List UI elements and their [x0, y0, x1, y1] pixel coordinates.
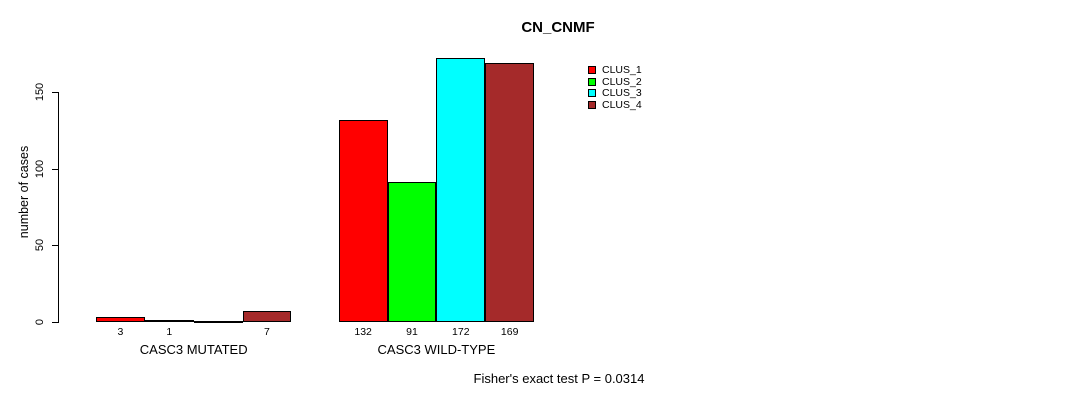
legend-label: CLUS_2: [602, 75, 642, 88]
legend-swatch-icon: [588, 89, 596, 98]
legend-item-clus_3: CLUS_3: [588, 87, 642, 99]
legend: CLUS_1 CLUS_2 CLUS_3 CLUS_4: [588, 64, 642, 111]
y-tick-label: 50: [34, 239, 46, 252]
legend-swatch-icon: [588, 65, 596, 74]
bar-value-label: 7: [264, 326, 270, 338]
bar-clus_3-casc3-wild-type: [436, 58, 486, 322]
group-label-casc3-wild-type: CASC3 WILD-TYPE: [377, 342, 496, 357]
y-tick: [52, 169, 59, 170]
y-tick: [52, 322, 59, 323]
bar-clus_1-casc3-mutated: [96, 317, 145, 322]
bar-value-label: 169: [500, 326, 519, 338]
y-tick-label: 0: [34, 318, 46, 326]
bar-clus_4-casc3-wild-type: [485, 63, 535, 322]
chart-title: CN_CNMF: [521, 19, 595, 36]
y-tick-label: 100: [34, 159, 46, 178]
legend-label: CLUS_4: [602, 98, 642, 111]
bar-clus_2-casc3-wild-type: [387, 182, 437, 322]
legend-item-clus_4: CLUS_4: [588, 99, 642, 111]
legend-item-clus_2: CLUS_2: [588, 76, 642, 88]
bar-value-label: 3: [117, 326, 124, 338]
y-tick-label: 150: [34, 82, 46, 102]
legend-swatch-icon: [588, 77, 596, 86]
fisher-test-annotation: Fisher's exact test P = 0.0314: [473, 371, 645, 386]
legend-item-clus_1: CLUS_1: [588, 64, 642, 76]
legend-swatch-icon: [588, 100, 596, 109]
bar-clus_1-casc3-wild-type: [338, 120, 388, 322]
y-axis-label: number of cases: [17, 145, 31, 239]
group-label-casc3-mutated: CASC3 MUTATED: [139, 342, 248, 357]
bar-value-label: 91: [406, 326, 418, 338]
y-tick: [52, 245, 59, 246]
legend-label: CLUS_3: [602, 87, 642, 100]
y-axis-line: [58, 92, 59, 323]
bar-clus_4-casc3-mutated: [242, 311, 292, 322]
bar-value-label: 172: [452, 326, 470, 338]
y-tick: [52, 92, 59, 93]
bar-value-label: 132: [354, 326, 372, 338]
bar-clus_2-casc3-mutated: [144, 320, 194, 322]
legend-label: CLUS_1: [602, 63, 642, 76]
bar-clus_3-casc3-mutated: [193, 321, 243, 323]
bar-value-label: 1: [166, 326, 173, 338]
